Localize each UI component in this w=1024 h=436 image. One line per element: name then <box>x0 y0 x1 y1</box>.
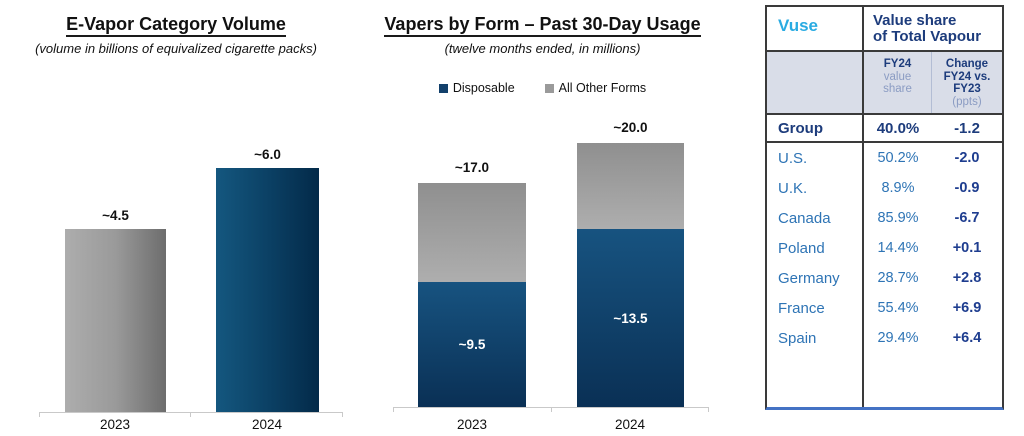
chart-title-text: Vapers by Form – Past 30-Day Usage <box>384 14 701 37</box>
table-row-france: France 55.4% +6.9 <box>767 293 1002 323</box>
total-value-label: ~20.0 <box>613 120 648 135</box>
stacked-bar-2024: ~13.5 ~20.0 <box>577 120 684 407</box>
x-axis <box>39 412 343 417</box>
header-change: Change FY24 vs. FY23 (ppts) <box>943 58 991 108</box>
chart-title: Vapers by Form – Past 30-Day Usage <box>360 14 725 37</box>
stacked-bar-2023: ~9.5 ~17.0 <box>418 160 526 407</box>
table-row-germany: Germany 28.7% +2.8 <box>767 263 1002 293</box>
segment-all-other-forms <box>577 143 684 229</box>
legend-label: Disposable <box>452 81 515 95</box>
legend: Disposable All Other Forms <box>360 81 725 95</box>
x-tick-label-2024: 2024 <box>614 417 646 432</box>
table-row-poland: Poland 14.4% +0.1 <box>767 233 1002 263</box>
bar-value-label: ~4.5 <box>102 208 129 223</box>
legend-item-disposable: Disposable <box>438 81 515 95</box>
x-tick-label-2023: 2023 <box>99 417 131 432</box>
table-header-row: FY24 value share Change FY24 vs. FY23 (p… <box>767 52 1002 115</box>
brand-name: Vuse <box>767 7 864 50</box>
legend-item-all-other-forms: All Other Forms <box>544 81 647 95</box>
table-title-line1: Value share <box>873 12 957 29</box>
axis-tick <box>342 412 343 417</box>
segment-value-label: ~13.5 <box>613 310 648 326</box>
bar-value-label: ~6.0 <box>254 147 281 162</box>
x-tick-label-2024: 2024 <box>251 417 283 432</box>
vapers-by-form-chart: Vapers by Form – Past 30-Day Usage (twel… <box>360 0 725 436</box>
segment-value-label: ~9.5 <box>458 337 486 352</box>
table-row-canada: Canada 85.9% -6.7 <box>767 203 1002 233</box>
bar-2024: ~6.0 <box>216 147 319 412</box>
chart-title-text: E-Vapor Category Volume <box>66 14 286 37</box>
axis-tick <box>190 412 191 417</box>
axis-tick <box>551 407 552 412</box>
bar-2023: ~4.5 <box>65 208 166 412</box>
chart-title: E-Vapor Category Volume <box>0 14 352 37</box>
table-empty-area <box>767 353 1002 407</box>
legend-label: All Other Forms <box>558 81 647 95</box>
segment-all-other-forms <box>418 183 526 282</box>
table-row-uk: U.K. 8.9% -0.9 <box>767 173 1002 203</box>
header-empty-cell <box>767 52 864 113</box>
table-title-line2: of Total Vapour <box>873 28 982 45</box>
chart-subtitle: (twelve months ended, in millions) <box>444 41 641 56</box>
table-row-spain: Spain 29.4% +6.4 <box>767 323 1002 353</box>
table-body: Group 40.0% -1.2 U.S. 50.2% -2.0 U.K. 8.… <box>767 115 1002 407</box>
chart-subtitle: (volume in billions of equivalized cigar… <box>35 41 317 56</box>
x-tick-label-2023: 2023 <box>456 417 488 432</box>
table-title-row: Vuse Value share of Total Vapour <box>767 7 1002 52</box>
total-value-label: ~17.0 <box>454 160 490 175</box>
table-row-group: Group 40.0% -1.2 <box>767 115 1002 143</box>
segment-disposable: ~9.5 <box>418 282 526 407</box>
segment-disposable: ~13.5 <box>577 229 684 407</box>
legend-swatch-gray-icon <box>544 83 554 93</box>
legend-swatch-blue-icon <box>438 83 448 93</box>
x-axis <box>393 407 709 412</box>
value-share-table: Vuse Value share of Total Vapour FY24 va… <box>765 5 1004 410</box>
header-fy24-share: FY24 value share <box>864 52 932 113</box>
evapor-volume-chart: E-Vapor Category Volume (volume in billi… <box>0 0 352 436</box>
axis-tick <box>393 407 394 412</box>
table-title: Value share of Total Vapour <box>864 7 1002 50</box>
table-row-us: U.S. 50.2% -2.0 <box>767 143 1002 173</box>
axis-tick <box>708 407 709 412</box>
axis-tick <box>39 412 40 417</box>
